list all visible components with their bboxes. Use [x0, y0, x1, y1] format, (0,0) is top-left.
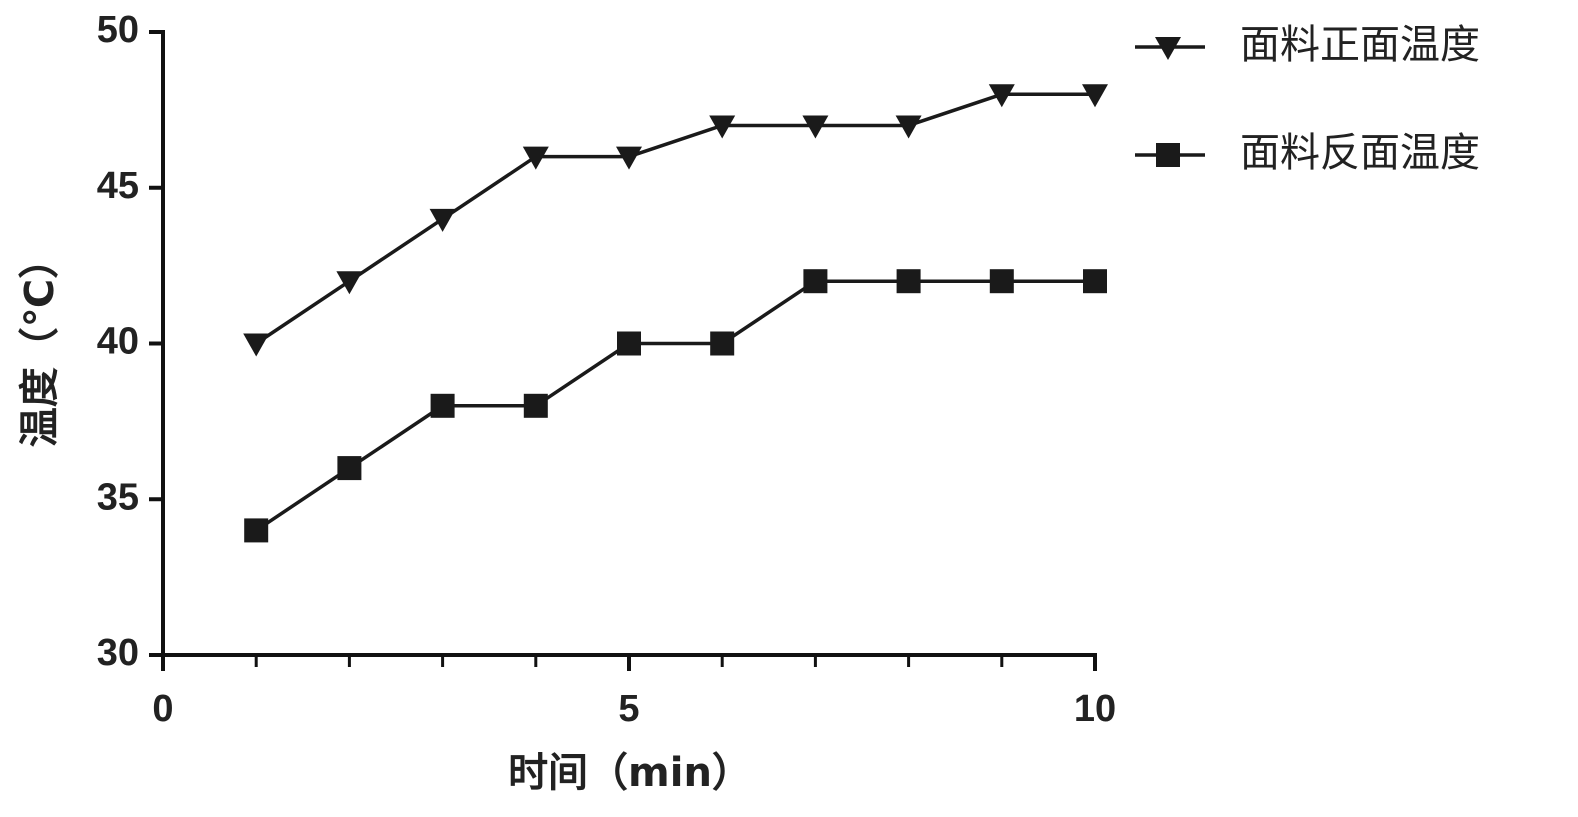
legend-marker: [1155, 37, 1181, 60]
legend-label: 面料正面温度: [1240, 22, 1480, 68]
marker: [336, 271, 363, 295]
marker: [616, 146, 642, 170]
y-tick-label: 40: [97, 321, 139, 363]
series-line: [255, 279, 1095, 532]
series-line: [255, 92, 1095, 345]
legend-marker: [1156, 143, 1180, 167]
marker: [243, 333, 270, 357]
x-tick-label: 5: [618, 688, 639, 730]
marker: [429, 208, 456, 232]
legend-label: 面料反面温度: [1240, 130, 1480, 176]
y-tick-label: 35: [97, 476, 139, 518]
marker: [430, 393, 455, 418]
x-tick-label: 0: [152, 688, 173, 730]
marker: [244, 518, 269, 543]
y-tick-label: 30: [97, 632, 139, 674]
marker: [709, 115, 736, 139]
marker: [895, 115, 922, 139]
y-tick-label: 45: [97, 165, 139, 207]
marker: [1082, 84, 1108, 108]
marker: [337, 456, 362, 481]
y-axis-title: 温度（℃）: [17, 239, 63, 447]
x-axis-title: 时间（min）: [508, 750, 752, 796]
y-tick-label: 50: [97, 9, 139, 51]
marker: [1083, 269, 1107, 294]
marker: [522, 146, 549, 170]
marker: [896, 269, 921, 294]
marker: [989, 269, 1014, 294]
marker: [710, 331, 735, 356]
marker: [803, 269, 828, 294]
marker: [523, 393, 548, 418]
marker: [617, 331, 641, 356]
marker: [988, 84, 1015, 108]
marker: [802, 115, 829, 139]
x-tick-label: 10: [1074, 688, 1116, 730]
